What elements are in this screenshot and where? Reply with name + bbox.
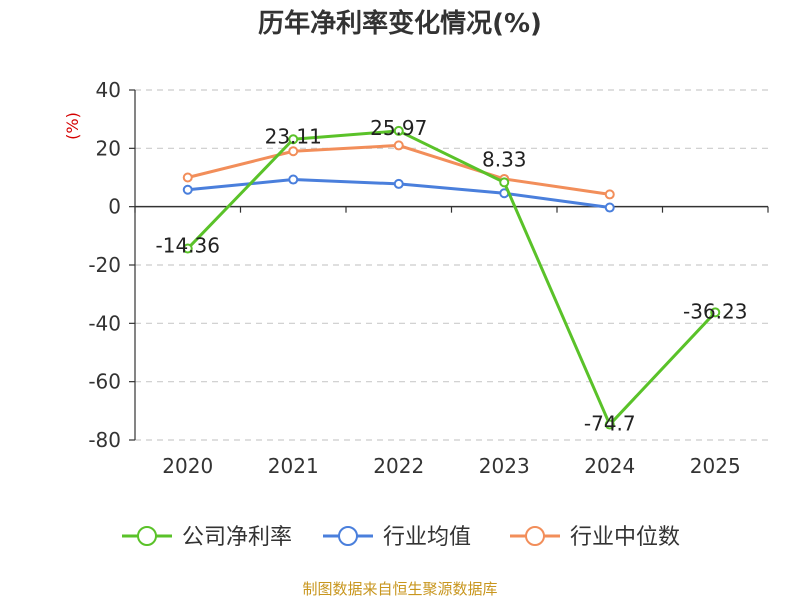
series-1-point: [604, 419, 615, 430]
series-3-point: [604, 189, 615, 200]
x-tick-label: 2021: [268, 454, 319, 478]
axes: 40 20 0 -20 -40 -60 -80 2020 2021 2022 2023 2024 202…: [88, 78, 769, 478]
data-label: 23.11: [265, 124, 322, 148]
y-tick-label: 20: [96, 136, 121, 160]
series-1-point: [182, 243, 193, 254]
data-label: -14.36: [156, 234, 220, 258]
legend-item-3[interactable]: 行业中位数: [510, 525, 680, 550]
series-1-point: [288, 134, 299, 145]
series-group: [182, 125, 721, 430]
series-3-point: [288, 146, 299, 157]
series-2-point: [288, 174, 299, 185]
chart-title: 历年净利率变化情况(%): [258, 8, 542, 39]
data-labels: -14.36 23.11 25.97 8.33 -74.7 -36.23: [156, 116, 748, 436]
x-tick-label: 2020: [162, 454, 213, 478]
series-1-point: [393, 125, 404, 136]
x-tick-label: 2023: [479, 454, 530, 478]
y-axis-unit: (%): [63, 112, 82, 140]
x-tick-label: 2025: [690, 454, 741, 478]
series-1-point: [499, 177, 510, 188]
series-2-point: [182, 184, 193, 195]
grid-lines: [135, 89, 768, 441]
legend-label: 行业均值: [383, 525, 471, 550]
legend-item-1[interactable]: 公司净利率: [122, 525, 292, 550]
legend-item-2[interactable]: 行业均值: [323, 525, 471, 550]
series-1-point: [710, 307, 721, 318]
y-tick-label: -60: [88, 370, 121, 394]
y-tick-label: 40: [96, 78, 121, 102]
series-2-point: [604, 202, 615, 213]
series-2-point: [393, 178, 404, 189]
y-tick-label: -40: [88, 311, 121, 335]
legend-marker: [525, 526, 545, 546]
x-tick-label: 2022: [373, 454, 424, 478]
y-tick-label: -80: [88, 428, 121, 452]
legend[interactable]: 公司净利率 行业均值 行业中位数: [122, 525, 680, 550]
data-label: 25.97: [370, 116, 427, 140]
series-line-1: [186, 129, 717, 427]
data-label: 8.33: [482, 147, 527, 171]
legend-marker: [137, 526, 157, 546]
data-label: -36.23: [683, 299, 747, 323]
y-tick-label: -20: [88, 253, 121, 277]
source-note: 制图数据来自恒生聚源数据库: [302, 580, 497, 598]
data-label: -74.7: [584, 412, 636, 436]
series-3-point: [393, 140, 404, 151]
x-tick-label: 2024: [584, 454, 635, 478]
legend-marker: [338, 526, 358, 546]
series-3-point: [182, 172, 193, 183]
legend-label: 公司净利率: [182, 525, 292, 550]
y-tick-label: 0: [108, 195, 121, 219]
legend-label: 行业中位数: [570, 525, 680, 550]
